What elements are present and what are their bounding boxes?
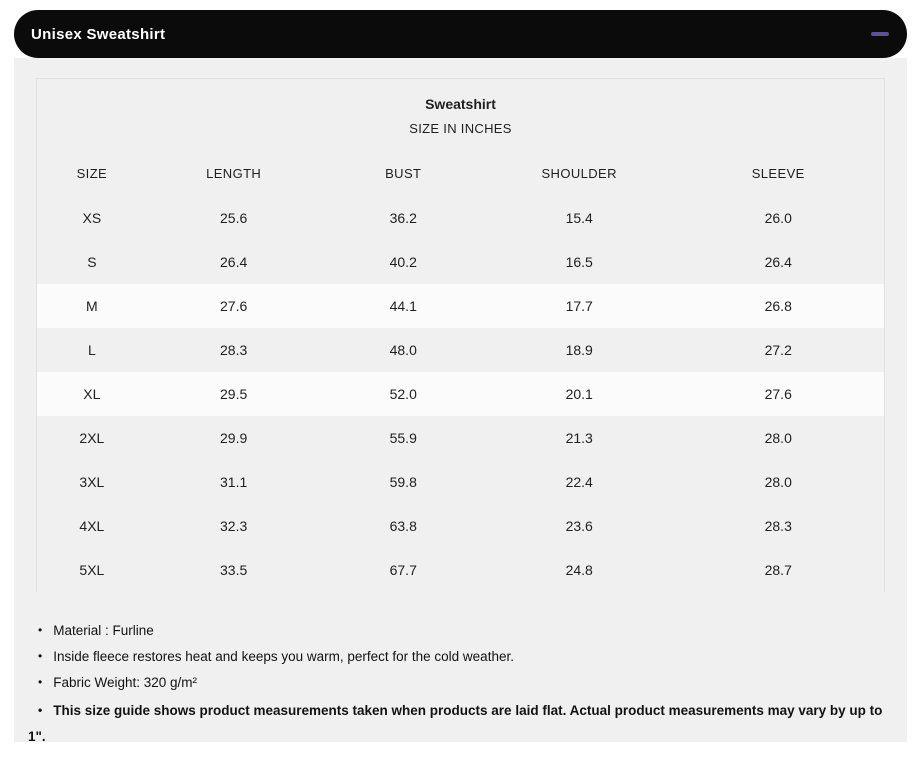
size-cell: XL <box>83 386 101 402</box>
size-cell: L <box>87 342 96 358</box>
value-cell: 29.5 <box>220 386 248 402</box>
list-item: • Material : Furline <box>28 620 893 642</box>
bullet-icon: • <box>38 703 43 717</box>
value-cell: 48.0 <box>389 342 417 358</box>
bullet-icon: • <box>38 623 43 637</box>
size-cell: 5XL <box>79 562 105 578</box>
table-row: L 28.3 48.0 18.9 27.2 <box>37 328 885 372</box>
column-header-shoulder: SHOULDER <box>541 166 617 181</box>
size-cell: S <box>87 254 97 270</box>
size-cell: XS <box>82 210 102 226</box>
column-header-size: SIZE <box>76 166 108 181</box>
value-cell: 26.8 <box>764 298 792 314</box>
value-cell: 17.7 <box>565 298 593 314</box>
section-title: Unisex Sweatshirt <box>31 25 166 43</box>
value-cell: 27.2 <box>764 342 792 358</box>
value-cell: 29.9 <box>220 430 248 446</box>
note-text: This size guide shows product measuremen… <box>28 703 883 744</box>
product-notes-list: • Material : Furline • Inside fleece resto… <box>28 620 893 750</box>
table-row: 2XL 29.9 55.9 21.3 28.0 <box>37 416 885 460</box>
value-cell: 26.0 <box>764 210 792 226</box>
column-header-row: SIZE LENGTH BUST SHOULDER SLEEVE <box>37 151 885 196</box>
chart-subtitle: SIZE IN INCHES <box>409 121 512 136</box>
table-row: M 27.6 44.1 17.7 26.8 <box>36 284 885 328</box>
value-cell: 28.3 <box>220 342 248 358</box>
size-cell: 2XL <box>79 430 105 446</box>
size-guide-panel: Sweatshirt SIZE IN INCHES SIZE LENGTH BU… <box>14 58 907 744</box>
value-cell: 55.9 <box>389 430 417 446</box>
value-cell: 23.6 <box>565 518 593 534</box>
value-cell: 31.1 <box>220 474 248 490</box>
value-cell: 36.2 <box>389 210 417 226</box>
column-header-bust: BUST <box>385 166 422 181</box>
value-cell: 18.9 <box>565 342 593 358</box>
value-cell: 24.8 <box>565 562 593 578</box>
list-item: • This size guide shows product measureme… <box>28 698 893 750</box>
value-cell: 67.7 <box>389 562 417 578</box>
column-header-length: LENGTH <box>206 166 262 181</box>
size-cell: 4XL <box>79 518 105 534</box>
value-cell: 26.4 <box>220 254 248 270</box>
list-item: • Inside fleece restores heat and keeps y… <box>28 646 893 668</box>
column-header-sleeve: SLEEVE <box>751 166 805 181</box>
value-cell: 22.4 <box>565 474 593 490</box>
section-header-bar: Unisex Sweatshirt <box>14 10 907 58</box>
value-cell: 52.0 <box>389 386 417 402</box>
value-cell: 27.6 <box>220 298 248 314</box>
list-item: • Fabric Weight: 320 g/m² <box>28 672 893 694</box>
note-text: Material : Furline <box>53 623 154 638</box>
value-cell: 27.6 <box>764 386 792 402</box>
size-cell: M <box>86 298 98 314</box>
value-cell: 33.5 <box>220 562 248 578</box>
value-cell: 28.0 <box>764 430 792 446</box>
value-cell: 25.6 <box>220 210 248 226</box>
note-text: Inside fleece restores heat and keeps yo… <box>53 649 514 664</box>
value-cell: 44.1 <box>389 298 417 314</box>
caption-row: Sweatshirt SIZE IN INCHES <box>37 79 885 152</box>
value-cell: 20.1 <box>565 386 593 402</box>
value-cell: 28.7 <box>764 562 792 578</box>
table-row: XL 29.5 52.0 20.1 27.6 <box>36 372 885 416</box>
size-cell: 3XL <box>79 474 105 490</box>
bullet-icon: • <box>38 649 43 663</box>
value-cell: 63.8 <box>389 518 417 534</box>
table-row: 3XL 31.1 59.8 22.4 28.0 <box>37 460 885 504</box>
note-text: Fabric Weight: 320 g/m² <box>53 675 198 690</box>
table-row: S 26.4 40.2 16.5 26.4 <box>37 240 885 284</box>
size-chart-table: Sweatshirt SIZE IN INCHES SIZE LENGTH BU… <box>36 78 885 592</box>
collapse-button[interactable] <box>867 21 893 47</box>
value-cell: 40.2 <box>389 254 417 270</box>
value-cell: 28.3 <box>764 518 792 534</box>
bullet-icon: • <box>38 675 43 689</box>
value-cell: 15.4 <box>565 210 593 226</box>
value-cell: 16.5 <box>565 254 593 270</box>
table-row: 5XL 33.5 67.7 24.8 28.7 <box>37 548 885 592</box>
value-cell: 26.4 <box>764 254 792 270</box>
value-cell: 21.3 <box>565 430 593 446</box>
value-cell: 32.3 <box>220 518 248 534</box>
minus-icon <box>871 32 889 36</box>
table-row: XS 25.6 36.2 15.4 26.0 <box>37 196 885 240</box>
value-cell: 28.0 <box>764 474 792 490</box>
value-cell: 59.8 <box>389 474 417 490</box>
table-row: 4XL 32.3 63.8 23.6 28.3 <box>37 504 885 548</box>
chart-title: Sweatshirt <box>425 96 496 112</box>
